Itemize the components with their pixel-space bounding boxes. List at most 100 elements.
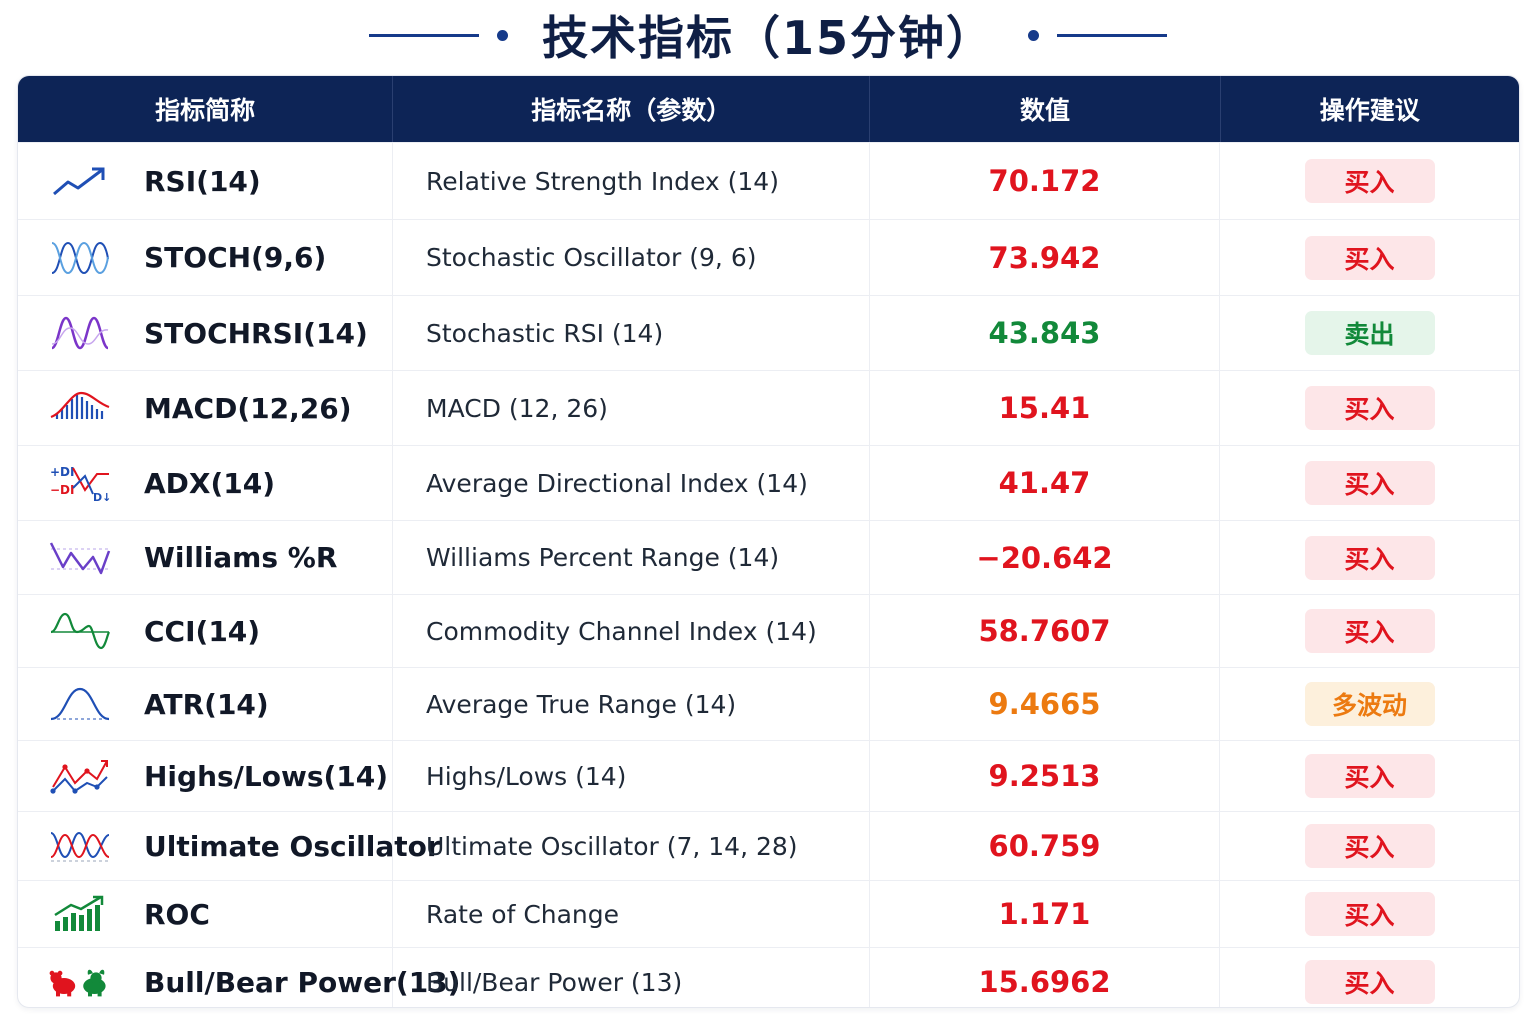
ultimate-oscillator-icon bbox=[48, 827, 112, 865]
title-left-line bbox=[368, 33, 479, 37]
abbr-cell: Highs/Lows(14) bbox=[18, 741, 393, 811]
page-title: 技术指标（15分钟） bbox=[541, 11, 994, 65]
table-row: RSI(14) Relative Strength Index (14) 70.17… bbox=[18, 142, 1519, 219]
title-right-line bbox=[1057, 33, 1167, 37]
action-cell: 买入 bbox=[1220, 371, 1519, 445]
indicator-abbr: ATR(14) bbox=[144, 687, 269, 721]
abbr-cell: ROC bbox=[18, 881, 393, 947]
indicator-abbr: CCI(14) bbox=[144, 614, 261, 648]
indicator-name: Stochastic Oscillator (9, 6) bbox=[393, 220, 870, 295]
bull-bear-icon bbox=[48, 963, 112, 1001]
abbr-cell: Williams %R bbox=[18, 521, 393, 594]
action-badge: 买入 bbox=[1304, 960, 1435, 1004]
action-badge: 买入 bbox=[1304, 461, 1435, 505]
action-cell: 买入 bbox=[1220, 143, 1519, 219]
indicator-abbr: STOCH(9,6) bbox=[144, 241, 327, 274]
macd-histogram-icon bbox=[48, 389, 112, 427]
action-cell: 买入 bbox=[1220, 741, 1519, 811]
action-cell: 买入 bbox=[1220, 881, 1519, 947]
action-badge: 卖出 bbox=[1304, 311, 1435, 355]
abbr-cell: Bull/Bear Power(13) bbox=[18, 948, 460, 1007]
indicator-name: Relative Strength Index (14) bbox=[393, 143, 870, 219]
header-abbr: 指标简称 bbox=[18, 76, 394, 142]
table-header: 指标简称 指标名称（参数） 数值 操作建议 bbox=[18, 76, 1519, 142]
action-cell: 买入 bbox=[1220, 220, 1519, 295]
abbr-cell: RSI(14) bbox=[18, 143, 393, 219]
abbr-cell: MACD(12,26) bbox=[18, 371, 393, 445]
indicator-value: 1.171 bbox=[870, 881, 1220, 947]
action-cell: 买入 bbox=[1220, 595, 1519, 667]
indicator-abbr: Williams %R bbox=[144, 541, 338, 574]
action-cell: 卖出 bbox=[1220, 296, 1519, 370]
action-badge: 买入 bbox=[1304, 535, 1435, 580]
action-cell: 买入 bbox=[1220, 446, 1519, 520]
action-badge: 买入 bbox=[1304, 892, 1435, 936]
action-badge: 买入 bbox=[1304, 235, 1435, 280]
indicator-value: 73.942 bbox=[870, 220, 1220, 295]
indicator-value: 15.41 bbox=[870, 371, 1220, 445]
table-row: Highs/Lows(14) Highs/Lows (14) 9.2513 买入 bbox=[18, 740, 1519, 811]
indicator-name: MACD (12, 26) bbox=[393, 371, 870, 445]
action-badge: 买入 bbox=[1304, 159, 1435, 203]
action-badge: 买入 bbox=[1304, 754, 1435, 798]
indicator-value: 41.47 bbox=[870, 446, 1220, 520]
indicator-abbr: Ultimate Oscillator bbox=[144, 829, 441, 863]
title-bar: 技术指标（15分钟） bbox=[0, 0, 1536, 70]
adx-directional-icon: +DI −DI D↓ bbox=[48, 464, 112, 502]
table-row: ROC Rate of Change 1.171 买入 bbox=[18, 880, 1519, 947]
title-right-dot bbox=[1028, 29, 1039, 41]
indicator-name: Average True Range (14) bbox=[393, 668, 870, 740]
indicator-value: 15.6962 bbox=[870, 948, 1220, 1007]
indicator-value: 9.2513 bbox=[870, 741, 1220, 811]
indicator-name: Stochastic RSI (14) bbox=[393, 296, 870, 370]
indicator-abbr: Highs/Lows(14) bbox=[144, 759, 389, 793]
stochrsi-wave-icon bbox=[48, 314, 112, 352]
atr-bell-curve-icon bbox=[48, 685, 112, 723]
table-row: ATR(14) Average True Range (14) 9.4665 多波动 bbox=[18, 667, 1519, 740]
trend-up-arrow-icon bbox=[48, 162, 112, 200]
indicator-table: 指标简称 指标名称（参数） 数值 操作建议 RSI(14) Relative St… bbox=[17, 75, 1520, 1008]
abbr-cell: Ultimate Oscillator bbox=[18, 812, 441, 880]
indicator-value: −20.642 bbox=[870, 521, 1220, 594]
header-action: 操作建议 bbox=[1319, 96, 1420, 125]
indicator-abbr: ROC bbox=[144, 897, 210, 931]
indicator-abbr: ADX(14) bbox=[144, 466, 276, 500]
cci-wave-icon bbox=[48, 612, 112, 650]
abbr-cell: STOCHRSI(14) bbox=[18, 296, 393, 370]
indicator-name: Ultimate Oscillator (7, 14, 28) bbox=[393, 812, 870, 880]
table-row: Ultimate Oscillator Ultimate Oscillator (… bbox=[18, 811, 1519, 880]
table-row: Bull/Bear Power(13) Bull/Bear Power (13) 1… bbox=[18, 947, 1519, 1007]
indicator-value: 58.7607 bbox=[870, 595, 1220, 667]
svg-text:D↓: D↓ bbox=[93, 491, 111, 502]
header-name: 指标名称（参数） bbox=[393, 76, 871, 142]
indicator-abbr: MACD(12,26) bbox=[144, 391, 352, 425]
title-left-dot bbox=[496, 29, 508, 41]
indicator-name: Highs/Lows (14) bbox=[393, 741, 870, 811]
indicator-value: 9.4665 bbox=[870, 668, 1220, 740]
svg-text:−DI: −DI bbox=[50, 483, 74, 497]
action-cell: 多波动 bbox=[1220, 668, 1519, 740]
oscillator-waves-icon bbox=[48, 239, 112, 277]
table-body: RSI(14) Relative Strength Index (14) 70.17… bbox=[18, 142, 1519, 1007]
table-row: STOCHRSI(14) Stochastic RSI (14) 43.843 卖出 bbox=[18, 295, 1519, 370]
williams-zigzag-icon bbox=[48, 539, 112, 577]
abbr-cell: STOCH(9,6) bbox=[18, 220, 393, 295]
table-row: Williams %R Williams Percent Range (14) −2… bbox=[18, 520, 1519, 594]
indicator-name: Average Directional Index (14) bbox=[393, 446, 870, 520]
indicator-value: 43.843 bbox=[870, 296, 1220, 370]
svg-text:+DI: +DI bbox=[50, 465, 74, 479]
indicator-name: Commodity Channel Index (14) bbox=[393, 595, 870, 667]
indicator-abbr: RSI(14) bbox=[144, 164, 261, 198]
action-badge: 买入 bbox=[1304, 824, 1435, 868]
abbr-cell: ATR(14) bbox=[18, 668, 393, 740]
roc-bars-arrow-icon bbox=[48, 895, 112, 933]
table-row: CCI(14) Commodity Channel Index (14) 58.76… bbox=[18, 594, 1519, 667]
indicator-abbr: STOCHRSI(14) bbox=[144, 316, 368, 350]
abbr-cell: CCI(14) bbox=[18, 595, 393, 667]
header-value: 数值 bbox=[870, 76, 1221, 142]
indicator-name: Williams Percent Range (14) bbox=[393, 521, 870, 594]
indicator-name: Bull/Bear Power (13) bbox=[393, 948, 870, 1007]
action-cell: 买入 bbox=[1220, 521, 1519, 594]
table-row: +DI −DI D↓ ADX(14) Average Directional Index… bbox=[18, 445, 1519, 520]
abbr-cell: +DI −DI D↓ ADX(14) bbox=[18, 446, 393, 520]
